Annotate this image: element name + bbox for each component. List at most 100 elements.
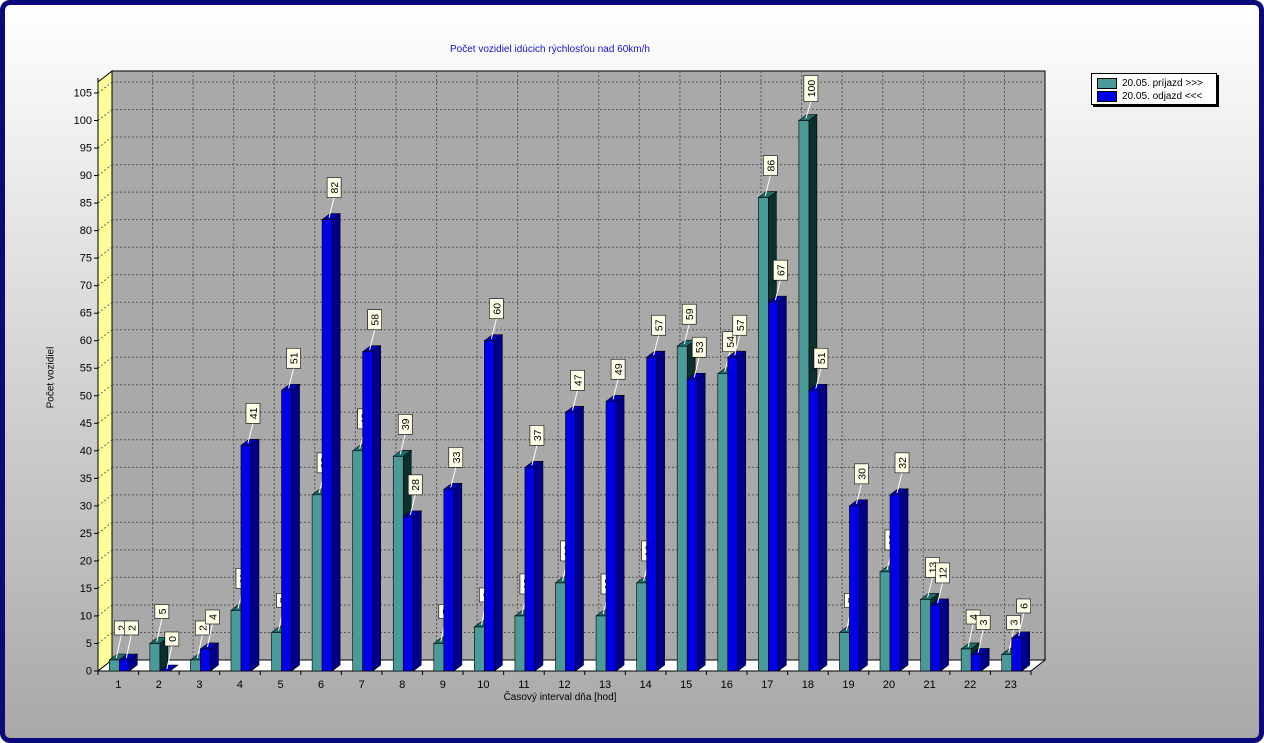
bar-prijazd xyxy=(311,494,323,672)
y-tick-label: 45 xyxy=(80,418,92,430)
data-label: 54 xyxy=(725,336,737,348)
data-label-leader xyxy=(490,318,497,339)
bar-odjazd xyxy=(1011,637,1023,672)
y-tick-label: 50 xyxy=(80,390,92,402)
data-label: 39 xyxy=(400,418,412,430)
data-label-leader xyxy=(815,368,822,389)
legend-label-odjazd: 20.05. odjazd <<< xyxy=(1122,90,1203,102)
x-tick-label: 10 xyxy=(477,679,489,691)
data-label-box xyxy=(154,604,170,619)
legend-swatch-prijazd xyxy=(1097,77,1117,89)
y-tick-label: 0 xyxy=(86,666,92,678)
data-label-leader xyxy=(328,197,335,218)
bar-odjazd xyxy=(281,389,292,672)
bar-odjazd xyxy=(443,489,455,672)
bar-odjazd xyxy=(970,654,982,672)
y-tick-label: 100 xyxy=(74,115,92,127)
x-tick-label: 16 xyxy=(721,679,733,691)
data-label: 41 xyxy=(248,407,260,419)
data-label-box xyxy=(651,314,666,336)
data-label: 32 xyxy=(897,457,909,469)
x-tick-label: 22 xyxy=(964,679,976,691)
data-label-leader xyxy=(196,634,203,659)
bar-odjazd xyxy=(524,467,536,672)
data-label-box xyxy=(1006,615,1022,630)
data-label: 86 xyxy=(765,160,777,172)
data-label: 49 xyxy=(613,363,625,375)
bar-prijazd xyxy=(474,626,485,672)
y-tick-label: 40 xyxy=(80,445,92,457)
gridline-y-side xyxy=(97,274,113,287)
bar-odjazd-side xyxy=(534,460,544,672)
y-tick-label: 5 xyxy=(86,638,92,650)
bar-odjazd-side xyxy=(1021,631,1031,672)
data-label: 57 xyxy=(654,319,666,331)
data-label: 2 xyxy=(116,625,128,631)
y-tick-label: 85 xyxy=(80,198,92,210)
bar-odjazd-top xyxy=(158,664,179,672)
y-tick-label: 10 xyxy=(80,610,92,622)
data-label-leader xyxy=(693,357,700,378)
y-tick-label: 20 xyxy=(80,555,92,567)
gridline-y-side xyxy=(97,494,113,507)
bar-prijazd xyxy=(879,571,891,672)
data-label-leader xyxy=(288,368,295,389)
data-label-leader xyxy=(805,101,812,119)
data-label: 37 xyxy=(532,429,544,441)
data-label-box xyxy=(326,177,342,198)
data-label-leader xyxy=(156,618,163,642)
data-label-leader xyxy=(115,634,122,659)
bar-prijazd xyxy=(960,648,972,672)
data-label-leader xyxy=(572,390,578,411)
bar-prijazd xyxy=(514,615,526,672)
bar-odjazd-side xyxy=(494,334,503,672)
data-label-box xyxy=(195,620,210,636)
bar-prijazd xyxy=(433,643,445,672)
bar-odjazd xyxy=(768,301,779,672)
data-label: 12 xyxy=(938,567,950,579)
y-tick-label: 60 xyxy=(80,335,92,347)
x-tick-label: 21 xyxy=(923,679,935,691)
x-tick-label: 9 xyxy=(440,679,446,691)
data-label: 13 xyxy=(928,561,940,573)
x-tick-label: 13 xyxy=(599,679,611,691)
bar-odjazd-side xyxy=(940,598,949,672)
gridline-y-side xyxy=(97,246,113,259)
data-label-box xyxy=(894,452,910,474)
data-label-box xyxy=(489,298,504,320)
data-label-leader xyxy=(927,577,934,598)
data-label-box xyxy=(570,369,585,391)
bar-prijazd xyxy=(392,456,404,672)
data-label-leader xyxy=(531,445,538,466)
x-tick-label: 3 xyxy=(196,679,202,691)
gridline-y-side xyxy=(97,329,113,342)
data-label-box xyxy=(732,314,748,336)
data-label-leader xyxy=(977,629,984,653)
x-axis-label: Časový interval dňa [hod] xyxy=(503,692,617,703)
data-label-box xyxy=(529,425,545,446)
data-label: 2 xyxy=(126,625,138,631)
x-tick-label: 6 xyxy=(318,679,324,691)
data-label-box xyxy=(397,414,413,435)
bar-prijazd xyxy=(839,632,850,672)
x-tick-label: 12 xyxy=(558,679,570,691)
bar-odjazd xyxy=(849,505,860,672)
y-tick-label: 55 xyxy=(80,363,92,375)
x-tick-label: 18 xyxy=(802,679,814,691)
legend-label-prijazd: 20.05. príjazd >>> xyxy=(1122,77,1203,89)
bar-prijazd xyxy=(352,450,363,672)
data-label-box xyxy=(164,631,180,647)
bar-prijazd xyxy=(230,610,242,672)
bar-odjazd xyxy=(200,648,211,672)
side-wall xyxy=(97,69,113,673)
bar-odjazd-side xyxy=(899,488,909,672)
data-label: 4 xyxy=(968,614,980,620)
x-tick-label: 1 xyxy=(115,679,121,691)
bar-odjazd-side xyxy=(372,345,381,672)
y-tick-label: 30 xyxy=(80,500,92,512)
bar-odjazd-side xyxy=(575,405,584,672)
data-label-leader xyxy=(724,351,731,372)
legend: 20.05. príjazd >>> 20.05. odjazd <<< xyxy=(1091,73,1217,105)
bar-odjazd xyxy=(727,356,739,672)
data-label-leader xyxy=(774,280,781,301)
